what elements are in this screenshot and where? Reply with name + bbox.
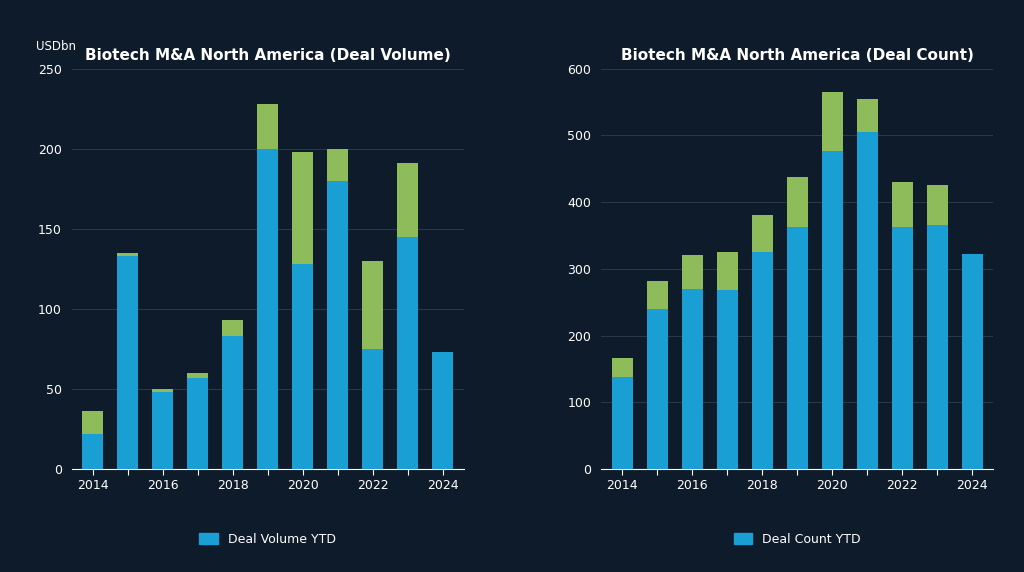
Bar (682, 289, 702, 469)
Title: Biotech M&A North America (Deal Volume): Biotech M&A North America (Deal Volume) (85, 48, 451, 63)
Bar (292, 152, 313, 264)
Bar (117, 256, 138, 469)
Bar (222, 336, 244, 469)
Bar (821, 92, 843, 150)
Bar (927, 185, 948, 225)
Bar (962, 254, 983, 469)
Bar (857, 98, 878, 132)
Legend: Deal Count YTD: Deal Count YTD (728, 528, 866, 551)
Bar (786, 177, 808, 228)
Bar (927, 225, 948, 469)
Bar (857, 132, 878, 469)
Bar (717, 252, 737, 290)
Bar (397, 163, 419, 237)
Bar (222, 320, 244, 336)
Bar (117, 253, 138, 256)
Bar (82, 411, 103, 434)
Bar (646, 309, 668, 469)
Bar (257, 149, 279, 469)
Legend: Deal Volume YTD: Deal Volume YTD (195, 528, 341, 551)
Bar (257, 104, 279, 149)
Bar (611, 377, 633, 469)
Bar (432, 352, 454, 469)
Bar (82, 434, 103, 469)
Bar (752, 252, 773, 469)
Bar (328, 181, 348, 469)
Bar (292, 264, 313, 469)
Bar (682, 256, 702, 289)
Bar (611, 358, 633, 377)
Bar (821, 150, 843, 469)
Bar (752, 216, 773, 252)
Bar (328, 149, 348, 181)
Bar (646, 281, 668, 309)
Bar (892, 182, 912, 228)
Bar (153, 392, 173, 469)
Title: Biotech M&A North America (Deal Count): Biotech M&A North America (Deal Count) (621, 48, 974, 63)
Bar (786, 228, 808, 469)
Bar (717, 290, 737, 469)
Bar (187, 373, 208, 378)
Bar (187, 378, 208, 469)
Bar (362, 349, 383, 469)
Bar (397, 237, 419, 469)
Bar (362, 261, 383, 349)
Text: USDbn: USDbn (37, 39, 77, 53)
Bar (153, 389, 173, 392)
Bar (892, 228, 912, 469)
